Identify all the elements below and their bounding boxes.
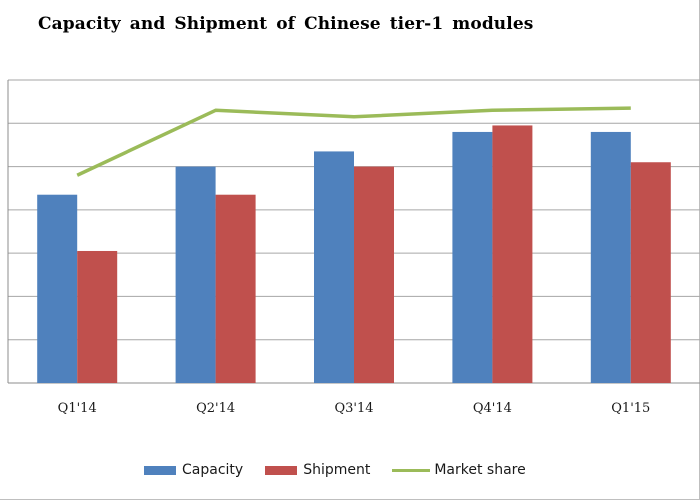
bar-capacity-4 xyxy=(590,131,631,383)
legend-item-capacity: Capacity xyxy=(144,462,243,478)
bar-shipment-3 xyxy=(492,125,533,383)
legend-label-shipment: Shipment xyxy=(303,462,371,478)
x-tick-label: Q1'14 xyxy=(58,401,97,416)
x-tick-label: Q2'14 xyxy=(196,401,235,416)
legend-item-market-share: Market share xyxy=(392,462,526,478)
legend-item-shipment: Shipment xyxy=(265,462,370,478)
line-market-share xyxy=(76,106,631,177)
x-tick-label: Q3'14 xyxy=(334,401,373,416)
legend: Capacity Shipment Market share xyxy=(144,459,526,481)
legend-label-market-share: Market share xyxy=(434,462,526,478)
bar-shipment-4 xyxy=(630,162,671,383)
legend-swatch-market-share xyxy=(392,468,431,472)
bar-capacity-0 xyxy=(37,194,78,383)
x-tick-label: Q1'15 xyxy=(611,401,650,416)
x-tick-label: Q4'14 xyxy=(473,401,512,416)
chart-title: Capacity and Shipment of Chinese tier-1 … xyxy=(38,14,534,34)
bar-capacity-1 xyxy=(175,166,216,383)
legend-label-capacity: Capacity xyxy=(182,462,244,478)
bar-shipment-1 xyxy=(215,194,256,383)
legend-swatch-capacity xyxy=(144,465,176,475)
bar-shipment-2 xyxy=(354,166,394,383)
bar-capacity-2 xyxy=(314,151,354,383)
legend-swatch-shipment xyxy=(265,465,298,475)
bar-capacity-3 xyxy=(452,131,493,383)
bar-shipment-0 xyxy=(77,250,118,383)
